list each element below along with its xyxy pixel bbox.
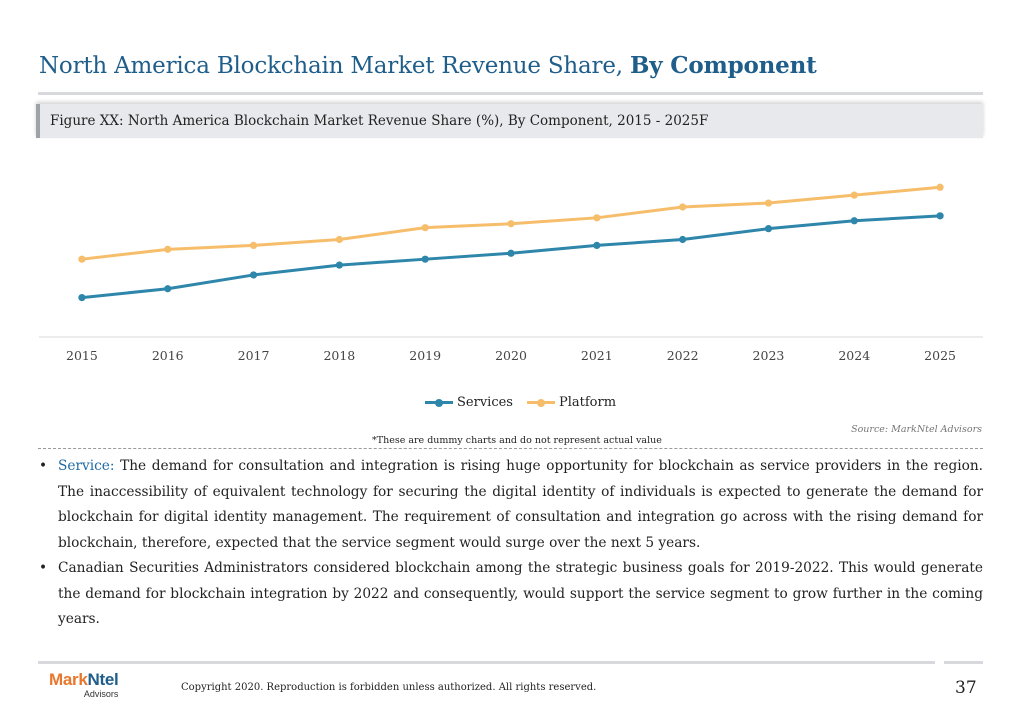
x-tick-label: 2021 bbox=[581, 348, 613, 363]
data-point-platform bbox=[335, 235, 343, 244]
x-tick-label: 2015 bbox=[66, 348, 98, 363]
title-regular: North America Blockchain Market Revenue … bbox=[39, 53, 623, 79]
chart-legend: Services Platform bbox=[425, 395, 616, 410]
data-point-services bbox=[593, 241, 601, 249]
legend-label: Platform bbox=[558, 395, 617, 410]
x-tick-label: 2016 bbox=[152, 348, 184, 363]
x-tick-label: 2020 bbox=[495, 348, 527, 363]
marknel-logo: MarkNtel Advisors bbox=[49, 670, 119, 699]
data-point-platform bbox=[164, 245, 172, 253]
data-point-services bbox=[421, 255, 429, 263]
source-note: Source: MarkNtel Advisors bbox=[851, 424, 982, 435]
data-point-services bbox=[164, 285, 172, 293]
title-bold: By Component bbox=[630, 52, 817, 79]
legend-label: Services bbox=[457, 395, 513, 410]
data-point-platform bbox=[507, 220, 515, 228]
x-tick-label: 2024 bbox=[838, 348, 870, 363]
x-tick-label: 2019 bbox=[409, 348, 441, 363]
dummy-chart-disclaimer: *These are dummy charts and do not repre… bbox=[372, 435, 662, 446]
data-point-platform bbox=[593, 214, 601, 222]
bullet-item-service: Service: The demand for consultation and… bbox=[39, 454, 983, 556]
data-point-services bbox=[78, 294, 86, 302]
legend-item-platform: Platform bbox=[526, 395, 617, 410]
data-point-services bbox=[249, 271, 258, 279]
bullet-text: The demand for consultation and integrat… bbox=[58, 458, 983, 551]
bullet-list: Service: The demand for consultation and… bbox=[39, 454, 983, 633]
figure-caption: Figure XX: North America Blockchain Mark… bbox=[50, 113, 709, 129]
dashed-divider bbox=[38, 448, 983, 449]
data-point-services bbox=[764, 225, 773, 233]
data-point-platform bbox=[764, 199, 773, 207]
logo-subtitle: Advisors bbox=[83, 689, 119, 699]
legend-item-services: Services bbox=[425, 395, 513, 410]
data-point-platform bbox=[421, 224, 429, 232]
legend-swatch bbox=[526, 398, 555, 407]
x-tick-label: 2023 bbox=[753, 348, 785, 363]
bullet-lead: Service: bbox=[58, 458, 115, 474]
x-tick-label: 2017 bbox=[238, 348, 270, 363]
data-point-platform bbox=[936, 183, 944, 191]
page-title: North America Blockchain Market Revenue … bbox=[39, 52, 817, 79]
footer-divider bbox=[38, 661, 935, 664]
x-tick-label: 2022 bbox=[667, 348, 699, 363]
data-point-services bbox=[507, 249, 515, 257]
line-chart: 2015 2016 2017 2018 2019 2020 2021 2022 2023 2024… bbox=[39, 183, 983, 363]
data-point-platform bbox=[850, 191, 858, 199]
data-point-services bbox=[936, 212, 944, 220]
data-point-platform bbox=[679, 203, 687, 211]
bullet-item-canadian-securities: Canadian Securities Administrators consi… bbox=[39, 556, 983, 633]
page-number: 37 bbox=[955, 678, 977, 698]
data-point-services bbox=[335, 261, 343, 269]
copyright-notice: Copyright 2020. Reproduction is forbidde… bbox=[181, 682, 597, 693]
data-point-services bbox=[679, 235, 687, 244]
data-point-services bbox=[850, 217, 858, 225]
data-point-platform bbox=[78, 255, 86, 263]
footer-divider-short bbox=[944, 661, 983, 664]
logo-mark-text: Mark bbox=[49, 670, 88, 689]
title-divider bbox=[38, 92, 983, 95]
bullet-text: Canadian Securities Administrators consi… bbox=[58, 560, 983, 627]
x-tick-label: 2025 bbox=[924, 348, 956, 363]
logo-ntel-text: Ntel bbox=[87, 670, 119, 689]
data-point-platform bbox=[249, 241, 258, 249]
x-tick-label: 2018 bbox=[323, 348, 355, 363]
figure-caption-box: Figure XX: North America Blockchain Mark… bbox=[36, 104, 983, 138]
legend-swatch bbox=[425, 398, 453, 407]
